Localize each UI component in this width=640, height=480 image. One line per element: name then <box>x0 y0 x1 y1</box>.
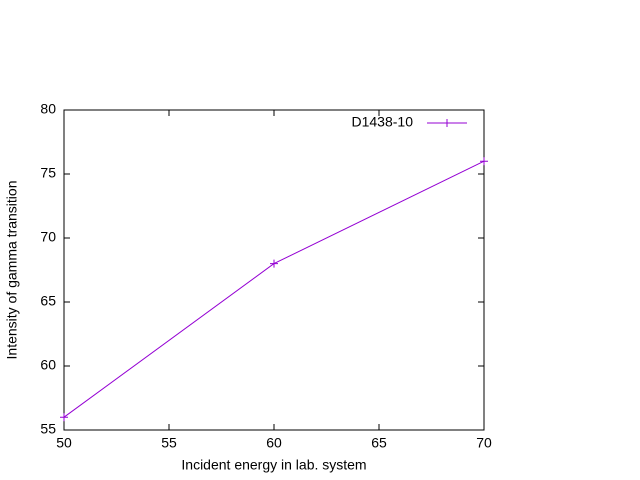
data-point <box>60 413 68 422</box>
y-tick-label: 80 <box>40 101 56 117</box>
x-tick-label: 60 <box>266 435 282 451</box>
x-axis-label: Incident energy in lab. system <box>181 457 366 473</box>
y-tick-label: 55 <box>40 421 56 437</box>
x-tick-label: 70 <box>476 435 492 451</box>
y-tick-label: 60 <box>40 357 56 373</box>
series-line <box>63 160 485 418</box>
y-axis-label: Intensity of gamma transition <box>4 181 20 360</box>
y-tick-label: 65 <box>40 293 56 309</box>
legend-label: D1438-10 <box>352 114 414 130</box>
x-tick-label: 55 <box>161 435 177 451</box>
x-tick-label: 50 <box>56 435 72 451</box>
data-point <box>480 157 488 166</box>
y-tick-label: 70 <box>40 229 56 245</box>
x-tick-label: 65 <box>371 435 387 451</box>
data-point <box>270 259 278 268</box>
y-tick-label: 75 <box>40 165 56 181</box>
plot-frame <box>63 109 485 431</box>
legend-marker <box>443 119 451 127</box>
